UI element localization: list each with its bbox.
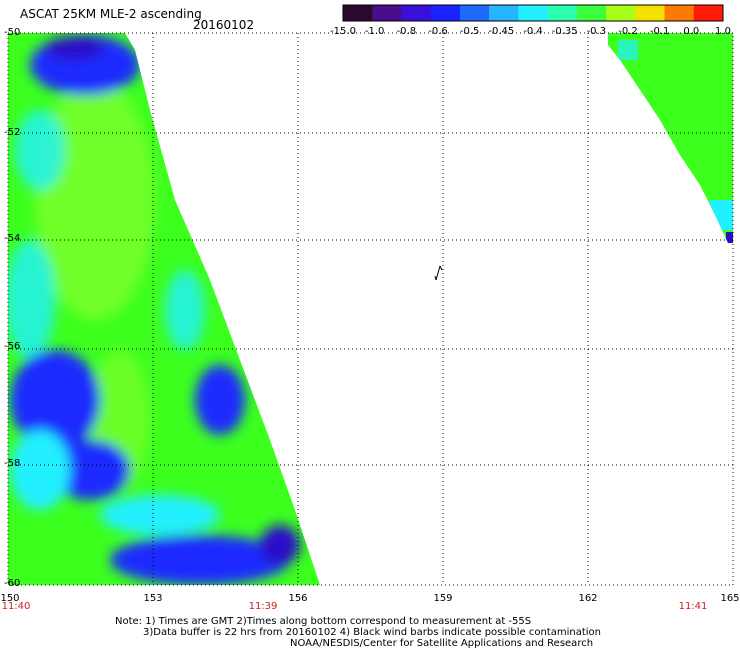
lat-label: -54 <box>4 233 21 244</box>
colorbar-tick-label: -0.1 <box>649 26 670 37</box>
colorbar-tick-label: -0.45 <box>488 26 515 37</box>
wind-barb-icon <box>434 265 443 281</box>
lon-label: 165 <box>720 593 740 604</box>
lat-label: -58 <box>4 458 21 469</box>
colorbar-segment <box>576 5 607 21</box>
time-label: 11:40 <box>1 601 31 612</box>
note-line-3: NOAA/NESDIS/Center for Satellite Applica… <box>290 638 594 649</box>
colorbar-segment <box>635 5 666 21</box>
colorbar-tick-label: -15.0 <box>330 26 356 37</box>
colorbar-segment <box>430 5 461 21</box>
note-line-2: 3)Data buffer is 22 hrs from 20160102 4)… <box>143 627 601 638</box>
lon-label: 162 <box>578 593 598 604</box>
colorbar-tick-label: 1.0 <box>715 26 731 37</box>
lat-label: -56 <box>4 341 21 352</box>
colorbar-tick-label: -0.4 <box>523 26 543 37</box>
colorbar-tick-label: -1.0 <box>364 26 385 37</box>
colorbar-segment <box>401 5 432 21</box>
lat-label: -50 <box>4 27 21 38</box>
colorbar-segment <box>518 5 549 21</box>
lon-label: 150 <box>0 593 20 604</box>
right-swath <box>608 33 733 243</box>
colorbar-tick-label: -0.35 <box>551 26 578 37</box>
time-label: 11:41 <box>678 601 708 612</box>
lon-label: 156 <box>288 593 308 604</box>
colorbar-tick-label: -0.2 <box>618 26 638 37</box>
colorbar-segment <box>664 5 695 21</box>
lon-label: 153 <box>143 593 163 604</box>
colorbar-frame <box>342 4 724 22</box>
colorbar-segment <box>606 5 636 21</box>
colorbar-segment <box>459 5 490 21</box>
lat-label: -52 <box>4 127 21 138</box>
colorbar-tick-label: 0.0 <box>683 26 700 37</box>
chart-date: 20160102 <box>193 18 255 32</box>
colorbar-tick-label: -0.3 <box>586 26 607 37</box>
lon-label: 159 <box>433 593 453 604</box>
colorbar-segment <box>547 5 578 21</box>
left-swath <box>8 33 320 585</box>
colorbar-tick-label: -0.8 <box>396 26 417 37</box>
note-line-1: Note: 1) Times are GMT 2)Times along bot… <box>115 616 532 627</box>
colorbar <box>342 4 724 22</box>
colorbar-segment <box>372 5 402 21</box>
colorbar-tick-label: -0.5 <box>459 26 480 37</box>
lat-label: -60 <box>4 578 21 589</box>
colorbar-tick-label: -0.6 <box>428 26 448 37</box>
colorbar-segment <box>343 5 373 21</box>
time-label: 11:39 <box>248 601 278 612</box>
chart-title: ASCAT 25KM MLE-2 ascending <box>20 7 202 21</box>
colorbar-segment <box>489 5 519 21</box>
colorbar-segment <box>693 5 724 21</box>
